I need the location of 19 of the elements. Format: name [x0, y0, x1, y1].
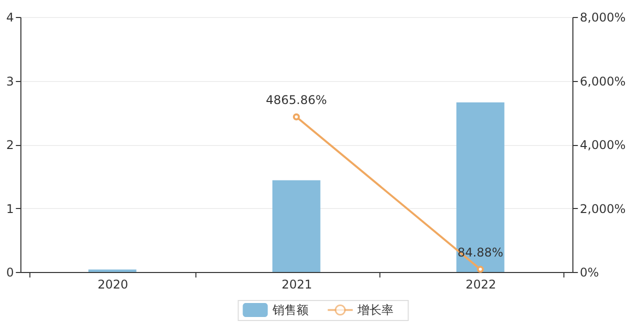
legend-label: 增长率 [356, 303, 394, 317]
y-tick-label: 4 [6, 10, 14, 24]
y2-tick-label: 8,000% [580, 10, 626, 24]
y2-tick-label: 2,000% [580, 202, 626, 216]
x-tick-label: 2022 [466, 278, 496, 292]
legend-label: 销售额 [271, 303, 308, 317]
y-tick-label: 0 [6, 266, 14, 280]
y2-tick-label: 6,000% [580, 74, 626, 88]
bar [272, 180, 320, 272]
y2-tick-label: 4,000% [580, 138, 626, 152]
bar [88, 269, 136, 272]
y-tick-label: 2 [6, 138, 14, 152]
data-label: 4865.86% [266, 92, 327, 107]
y-tick-label: 1 [6, 202, 14, 216]
x-tick-label: 2020 [98, 278, 128, 292]
y-tick-label: 3 [6, 74, 14, 88]
y2-tick-label: 0% [580, 266, 599, 280]
x-tick-label: 2021 [282, 278, 312, 292]
bar [456, 102, 504, 272]
